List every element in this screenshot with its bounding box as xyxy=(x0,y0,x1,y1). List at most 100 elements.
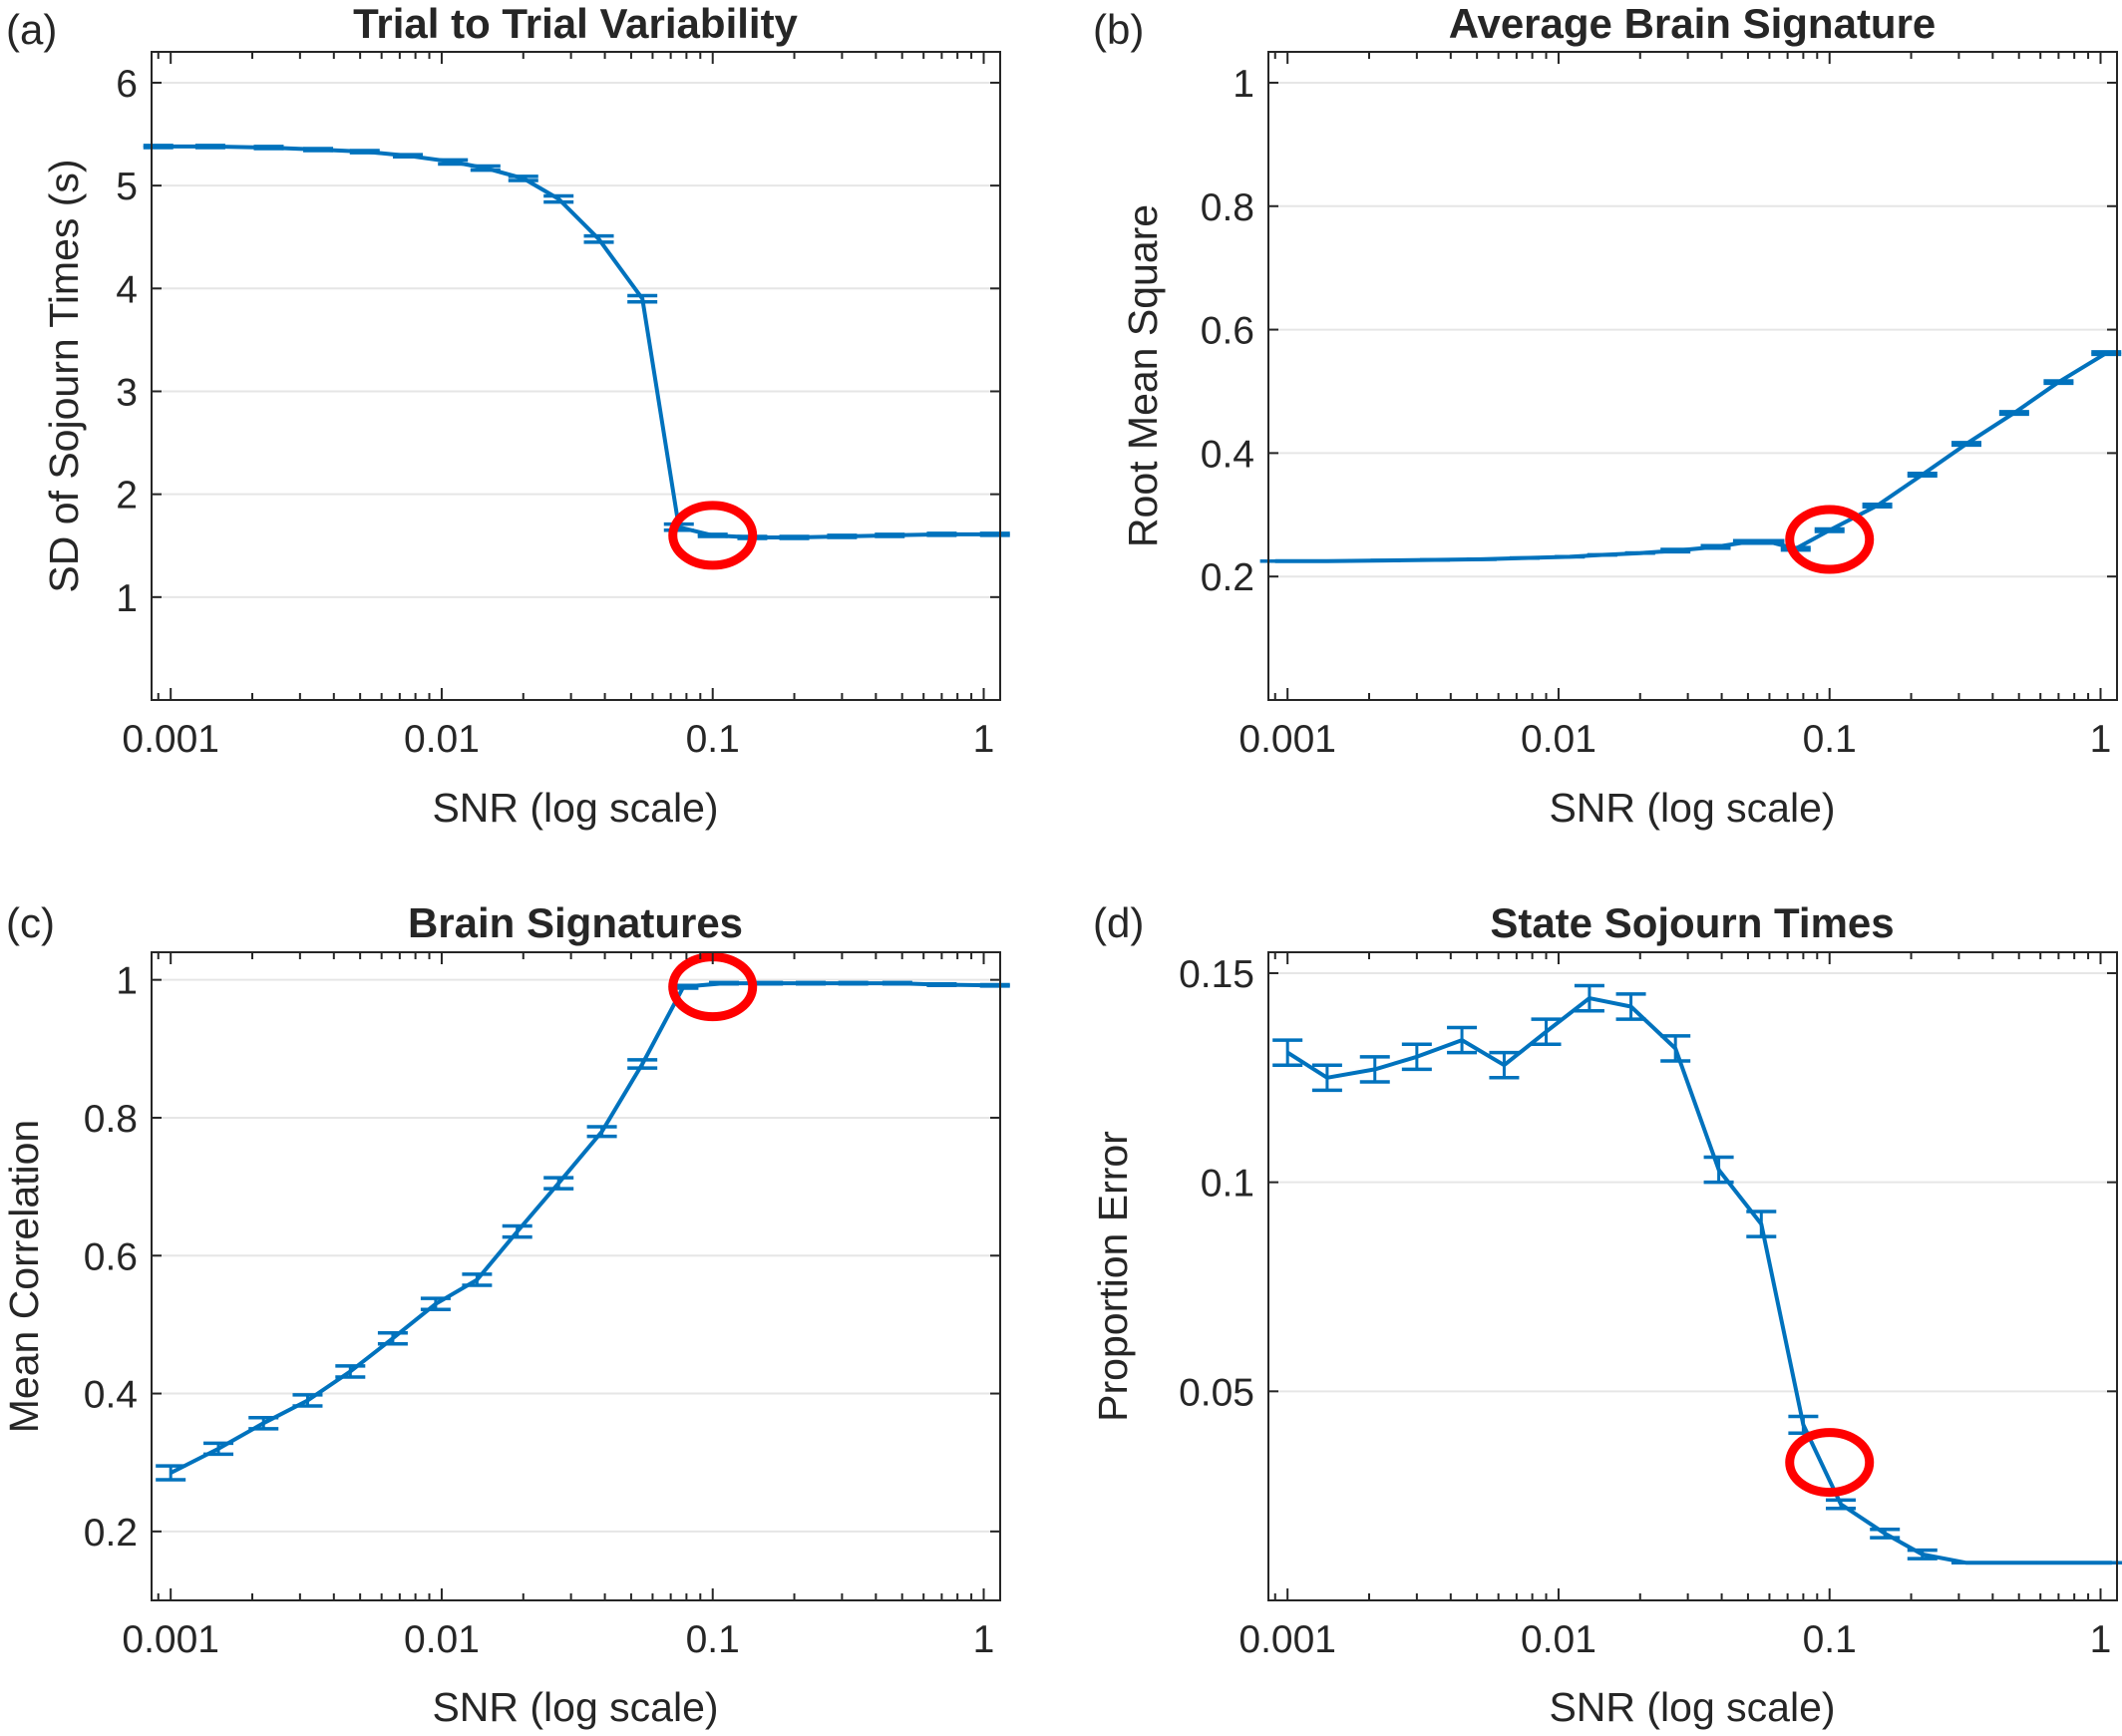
panel-d-axes-box xyxy=(1267,951,2118,1601)
panel-a-errorbar-11 xyxy=(627,293,658,304)
panel-a-errorbar-2 xyxy=(253,145,284,151)
panel-a-highlight-circle xyxy=(668,501,758,570)
panel-a-errorbar-10 xyxy=(583,233,614,244)
panel-c-ytick-label-1: 0.4 xyxy=(84,1374,138,1417)
panel-a-errorbar-1 xyxy=(194,144,225,150)
panel-c-errorbar-15 xyxy=(796,980,827,986)
panel-c-xtick-label-2: 0.1 xyxy=(686,1618,740,1661)
panel-c-plot xyxy=(156,952,1010,1482)
panel-d-ytick-label-2: 0.15 xyxy=(1179,953,1254,996)
panel-b-xtick-label-1: 0.01 xyxy=(1521,718,1596,761)
panel-c-series-line xyxy=(170,981,995,1475)
panel-d-title: State Sojourn Times xyxy=(1490,899,1894,946)
panel-b-errorbar-10 xyxy=(1700,543,1731,550)
panel-a-ytick-label-4: 5 xyxy=(116,166,138,208)
panel-d-xlabel: SNR (log scale) xyxy=(1549,1684,1835,1730)
panel-d-errorbar-7 xyxy=(1574,983,1604,1013)
panel-a-ytick-label-1: 2 xyxy=(116,475,138,518)
panel-b-axes-box xyxy=(1267,51,2118,701)
panel-a-errorbar-9 xyxy=(543,193,574,204)
panel-a-ytick-label-5: 6 xyxy=(116,63,138,106)
panel-c-xlabel: SNR (log scale) xyxy=(432,1684,718,1730)
panel-d-letter: (d) xyxy=(1093,899,1144,946)
panel-c-errorbar-6 xyxy=(420,1296,451,1311)
panel-c-letter: (c) xyxy=(6,899,55,946)
panel-c-errorbar-10 xyxy=(586,1125,617,1139)
panel-b-ytick-label-3: 0.8 xyxy=(1201,186,1254,229)
panel-a-errorbar-7 xyxy=(470,164,501,173)
panel-c: (c) Brain Signatures 0.20.40.60.810.001 0… xyxy=(1,899,1010,1730)
panel-c-grid xyxy=(152,978,1000,1533)
panel-a-xlabel: SNR (log scale) xyxy=(432,785,718,831)
panel-a-axes-box xyxy=(151,51,1001,701)
panel-d-errorbar-8 xyxy=(1615,992,1646,1021)
panel-b-ytick-label-2: 0.6 xyxy=(1201,310,1254,353)
panel-b-ylabel: Root Mean Square xyxy=(1120,204,1166,547)
panel-b-xtick-label-3: 1 xyxy=(2090,718,2112,761)
panel-a-errorbar-0 xyxy=(143,144,174,150)
panel-c-ytick-label-4: 1 xyxy=(116,960,138,1003)
panel-d: (d) State Sojourn Times 0.05 0.1 0.15 0.001… xyxy=(1090,899,2122,1730)
panel-a-xtick-label-0: 0.001 xyxy=(122,718,219,761)
panel-a-ytick-label-2: 3 xyxy=(116,371,138,414)
panel-d-errorbar-2 xyxy=(1359,1055,1390,1084)
panel-a-errorbar-8 xyxy=(508,174,538,182)
panel-b-errorbar-16 xyxy=(1907,472,1938,479)
panel-b-errorbar-12 xyxy=(1754,538,1785,545)
panel-d-ticks: 0.05 0.1 0.15 0.001 0.01 0.1 1 xyxy=(1179,952,2117,1661)
panel-a-ticks: 1 2 3 4 5 6 0.001 0.01 0.1 1 xyxy=(116,52,1000,761)
panel-c-xtick-label-3: 1 xyxy=(973,1618,995,1661)
panel-b-grid xyxy=(1268,81,2117,578)
panel-a-ytick-label-0: 1 xyxy=(116,577,138,620)
panel-d-errorbar-9 xyxy=(1660,1034,1691,1063)
panel-b-errorbar-14 xyxy=(1814,526,1845,533)
panel-a-errorbar-13 xyxy=(697,532,728,538)
panel-a-xtick-label-2: 0.1 xyxy=(686,718,740,761)
panel-b-letter: (b) xyxy=(1093,6,1144,53)
panel-d-errorbar-13 xyxy=(1825,1498,1856,1511)
panel-b-errorbar-9 xyxy=(1660,547,1691,554)
panel-c-axes-box xyxy=(151,951,1001,1601)
panel-a-errorbar-18 xyxy=(926,531,957,537)
panel-c-errorbar-18 xyxy=(926,982,957,987)
panel-d-errorbar-1 xyxy=(1311,1063,1342,1093)
panel-a-errorbar-6 xyxy=(438,158,469,167)
panel-d-errorbar-5 xyxy=(1489,1050,1520,1080)
panel-b-errorbar-15 xyxy=(1862,503,1893,509)
panel-c-errorbar-5 xyxy=(377,1330,408,1346)
panel-c-errorbar-9 xyxy=(543,1176,574,1191)
panel-c-ticks: 0.2 0.4 0.6 0.8 1 0.001 0.01 0.1 1 xyxy=(84,952,1000,1661)
panel-a: (a) Trial to Trial Variability 1 2 3 4 5 6 0.0… xyxy=(6,0,1010,831)
panel-d-ytick-label-1: 0.1 xyxy=(1201,1163,1254,1206)
panel-a-errorbar-16 xyxy=(827,533,858,539)
panel-d-errorbar-4 xyxy=(1447,1025,1478,1055)
panel-b-xlabel: SNR (log scale) xyxy=(1549,785,1835,831)
panel-b-errorbar-17 xyxy=(1951,441,1982,448)
panel-d-errorbar-6 xyxy=(1531,1017,1562,1047)
panel-b-plot xyxy=(1259,350,2122,574)
panel-d-ylabel: Proportion Error xyxy=(1090,1131,1136,1422)
panel-b-highlight-circle xyxy=(1785,505,1875,574)
panel-c-errorbar-16 xyxy=(838,980,869,986)
panel-a-errorbar-4 xyxy=(349,149,380,155)
panel-c-errorbar-1 xyxy=(203,1441,234,1457)
panel-c-ytick-label-0: 0.2 xyxy=(84,1512,138,1555)
panel-d-xtick-label-3: 1 xyxy=(2090,1618,2112,1661)
panel-a-grid xyxy=(152,81,1000,598)
panel-a-errorbar-3 xyxy=(303,147,334,153)
panel-a-errorbar-19 xyxy=(979,531,1010,537)
panel-c-xtick-label-1: 0.01 xyxy=(404,1618,480,1661)
panel-b-xtick-label-2: 0.1 xyxy=(1803,718,1857,761)
panel-c-ylabel: Mean Correlation xyxy=(1,1120,47,1434)
panel-b-ytick-label-1: 0.4 xyxy=(1201,433,1254,476)
panel-b-series-line xyxy=(1274,351,2108,563)
panel-a-plot xyxy=(143,144,1010,570)
panel-a-letter: (a) xyxy=(6,6,57,53)
panel-d-plot xyxy=(1272,983,2122,1565)
panel-b-ytick-label-0: 0.2 xyxy=(1201,556,1254,599)
panel-d-xtick-label-2: 0.1 xyxy=(1803,1618,1857,1661)
panel-c-errorbar-11 xyxy=(627,1058,658,1070)
panel-c-ytick-label-2: 0.6 xyxy=(84,1235,138,1278)
panel-b-ticks: 0.2 0.4 0.6 0.8 1 0.001 0.01 0.1 1 xyxy=(1201,52,2117,761)
panel-d-ytick-label-0: 0.05 xyxy=(1179,1371,1254,1414)
